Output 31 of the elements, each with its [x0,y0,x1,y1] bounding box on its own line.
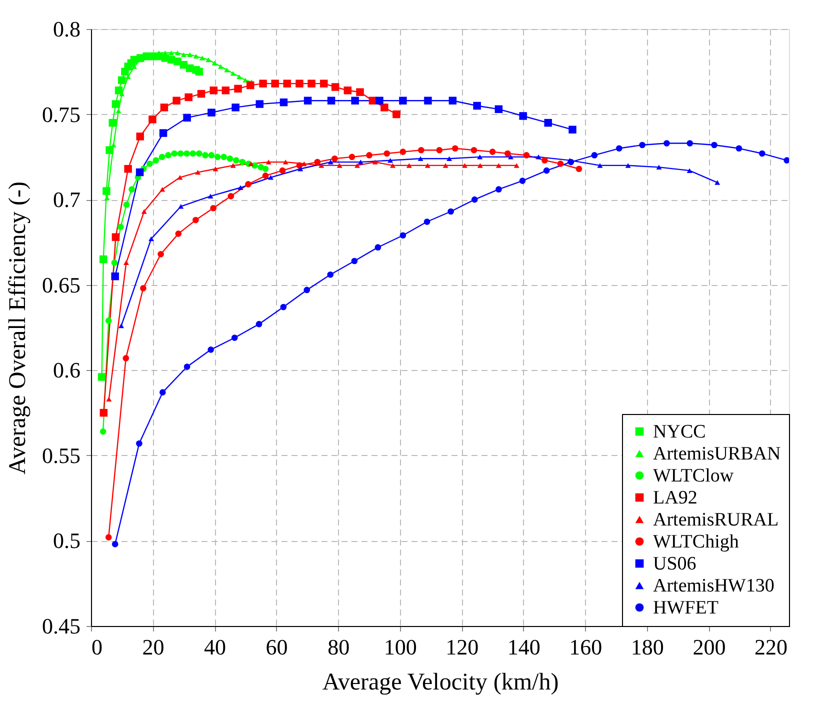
y-tick-label: 0.5 [53,528,80,554]
y-tick-label: 0.7 [53,187,80,212]
y-axis-title: Average Overall Efficiency (-) [5,182,31,474]
x-tick-label: 60 [266,634,288,660]
legend-label: ArtemisHW130 [653,576,774,596]
y-tick-label: 0.65 [42,272,80,298]
x-tick-label: 120 [446,634,479,660]
x-tick-label: 40 [204,634,226,660]
x-tick-label: 160 [569,634,602,660]
legend-label: ArtemisURBAN [653,444,781,464]
y-tick-label: 0.8 [53,16,80,42]
x-tick-label: 220 [754,634,788,660]
legend-label: US06 [653,554,696,574]
x-tick-label: 100 [384,634,417,660]
x-axis-title: Average Velocity (km/h) [322,670,559,696]
legend-label: ArtemisRURAL [653,510,779,530]
x-tick-label: 20 [142,634,164,660]
legend-label: WLTClow [653,466,734,486]
legend-label: LA92 [653,488,698,508]
legend-label: HWFET [653,598,719,618]
x-tick-label: 140 [507,634,540,660]
x-tick-label: 0 [92,634,102,660]
y-tick-label: 0.45 [42,614,80,638]
x-tick-label: 180 [630,634,664,660]
x-tick-label: 80 [328,634,350,660]
y-tick-label: 0.6 [53,358,80,383]
legend-label: WLTChigh [653,532,740,552]
y-tick-label: 0.55 [42,442,80,468]
legend-label: NYCC [653,422,706,442]
y-tick-label: 0.75 [42,102,80,127]
x-tick-label: 200 [692,634,726,660]
